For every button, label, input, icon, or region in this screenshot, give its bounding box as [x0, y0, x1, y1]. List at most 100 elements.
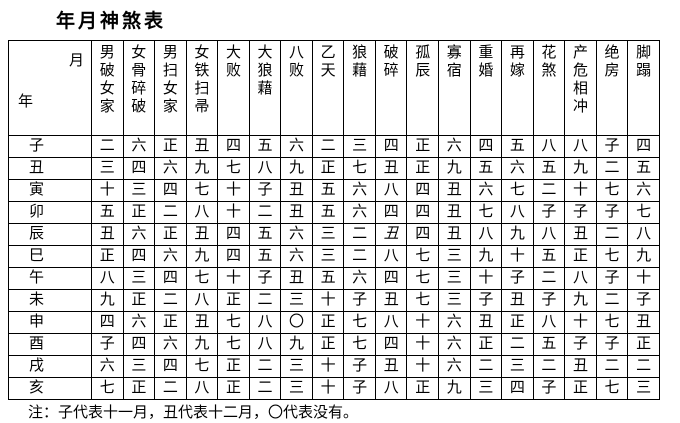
corner-month-label: 月 — [68, 53, 84, 69]
table-cell: 二 — [501, 333, 534, 356]
table-cell: 十 — [311, 377, 345, 400]
table-cell: 二 — [91, 135, 124, 158]
table-cell: 九 — [185, 157, 219, 180]
table-cell: 十 — [406, 311, 440, 334]
column-header-label: 破碎 — [383, 45, 399, 79]
table-cell: 子 — [595, 333, 629, 356]
table-cell: 子 — [343, 377, 376, 400]
table-cell: 七 — [595, 311, 629, 334]
table-cell: 三 — [280, 355, 313, 378]
table-cell: 丑 — [564, 355, 597, 378]
table-cell: 丑 — [564, 223, 597, 246]
table-cell: 二 — [154, 289, 187, 312]
table-cell: 八 — [532, 223, 566, 246]
table-cell: 正 — [122, 201, 156, 224]
table-cell: 十 — [406, 355, 440, 378]
table-cell: 七 — [91, 377, 124, 400]
table-cell: 正 — [217, 289, 250, 312]
table-cell: 八 — [501, 201, 534, 224]
table-cell: 九 — [438, 157, 471, 180]
table-row-辰: 辰丑六正丑四五六三二丑四丑八九八丑二八 — [8, 223, 660, 246]
table-cell: 子 — [501, 267, 534, 290]
table-cell: 六 — [154, 245, 187, 268]
table-cell: 七 — [406, 289, 440, 312]
table-cell: 子 — [343, 289, 376, 312]
column-header-12: 寡宿 — [438, 40, 471, 136]
table-cell: 四 — [122, 157, 156, 180]
table-cell: 五 — [311, 201, 345, 224]
row-label: 巳 — [8, 245, 92, 268]
table-cell: 九 — [280, 157, 313, 180]
table-cell: 三 — [469, 377, 503, 400]
row-label: 午 — [8, 267, 92, 290]
table-cell: 七 — [627, 201, 660, 224]
column-header-label: 女骨碎破 — [131, 45, 147, 115]
table-cell: 二 — [595, 289, 629, 312]
table-cell: 二 — [311, 135, 345, 158]
row-label: 戌 — [8, 355, 92, 378]
column-header-label: 狼藉 — [352, 45, 368, 79]
table-cell: 三 — [343, 135, 376, 158]
table-cell: 八 — [248, 157, 282, 180]
table-cell: 五 — [501, 135, 534, 158]
table-cell: 五 — [469, 157, 503, 180]
table-cell: 九 — [501, 223, 534, 246]
table-cell: 六 — [438, 135, 471, 158]
table-cell: 九 — [438, 377, 471, 400]
column-header-18: 脚蹋 — [627, 40, 660, 136]
table-cell: 八 — [374, 311, 408, 334]
column-header-label: 脚蹋 — [636, 45, 652, 79]
table-cell: 九 — [627, 245, 660, 268]
column-header-9: 狼藉 — [343, 40, 376, 136]
table-cell: 八 — [248, 333, 282, 356]
table-cell: 正 — [406, 135, 440, 158]
column-header-13: 重婚 — [469, 40, 503, 136]
table-cell: 七 — [185, 355, 219, 378]
table-cell: 三 — [627, 377, 660, 400]
table-cell: 子 — [627, 289, 660, 312]
table-cell: 三 — [280, 377, 313, 400]
table-cell: 八 — [627, 223, 660, 246]
table-cell: 四 — [374, 333, 408, 356]
table-cell: 五 — [532, 157, 566, 180]
table-cell: 五 — [248, 135, 282, 158]
row-label: 申 — [8, 311, 92, 334]
table-row-巳: 巳正四六九四五六三二八七三九十五正七九 — [8, 245, 660, 268]
column-header-10: 破碎 — [374, 40, 408, 136]
table-row-卯: 卯五正二八十二丑五六四四丑七八子子子七 — [8, 201, 660, 224]
table-cell: 丑 — [280, 201, 313, 224]
table-cell: 八 — [185, 377, 219, 400]
table-cell: 六 — [280, 223, 313, 246]
table-cell: 四 — [374, 201, 408, 224]
table-cell: 丑 — [501, 289, 534, 312]
table-cell: 八 — [374, 245, 408, 268]
row-label: 亥 — [8, 377, 92, 400]
table-cell: 四 — [406, 201, 440, 224]
column-header-label: 孤辰 — [415, 45, 431, 79]
table-cell: 子 — [532, 289, 566, 312]
table-cell: 丑 — [374, 289, 408, 312]
shensha-table: 月 年 男破女家 女骨碎破 男扫女家 女铁扫帚 大败 大狼藉 八败 乙天 狼藉 破碎 孤辰 寡宿 重婚再… — [8, 40, 660, 400]
table-cell: 八 — [532, 135, 566, 158]
table-cell: 七 — [406, 245, 440, 268]
corner-cell: 月 年 — [8, 40, 92, 136]
table-cell: 二 — [595, 223, 629, 246]
table-cell: 子 — [564, 333, 597, 356]
table-cell: 四 — [154, 179, 187, 202]
table-cell: 九 — [564, 289, 597, 312]
table-cell: 十 — [564, 311, 597, 334]
page-title: 年月神煞表 — [56, 11, 167, 32]
table-cell: 四 — [154, 355, 187, 378]
table-cell: 五 — [532, 245, 566, 268]
table-cell: 九 — [469, 245, 503, 268]
table-cell: 十 — [564, 179, 597, 202]
table-cell: 八 — [532, 311, 566, 334]
table-cell: 四 — [217, 223, 250, 246]
table-cell: 子 — [343, 355, 376, 378]
table-cell: 丑 — [280, 267, 313, 290]
table-cell: 七 — [595, 245, 629, 268]
header-row: 月 年 男破女家 女骨碎破 男扫女家 女铁扫帚 大败 大狼藉 八败 乙天 狼藉 破碎 孤辰 寡宿 重婚再… — [8, 40, 660, 136]
table-cell: 二 — [532, 267, 566, 290]
table-cell: 六 — [122, 223, 156, 246]
